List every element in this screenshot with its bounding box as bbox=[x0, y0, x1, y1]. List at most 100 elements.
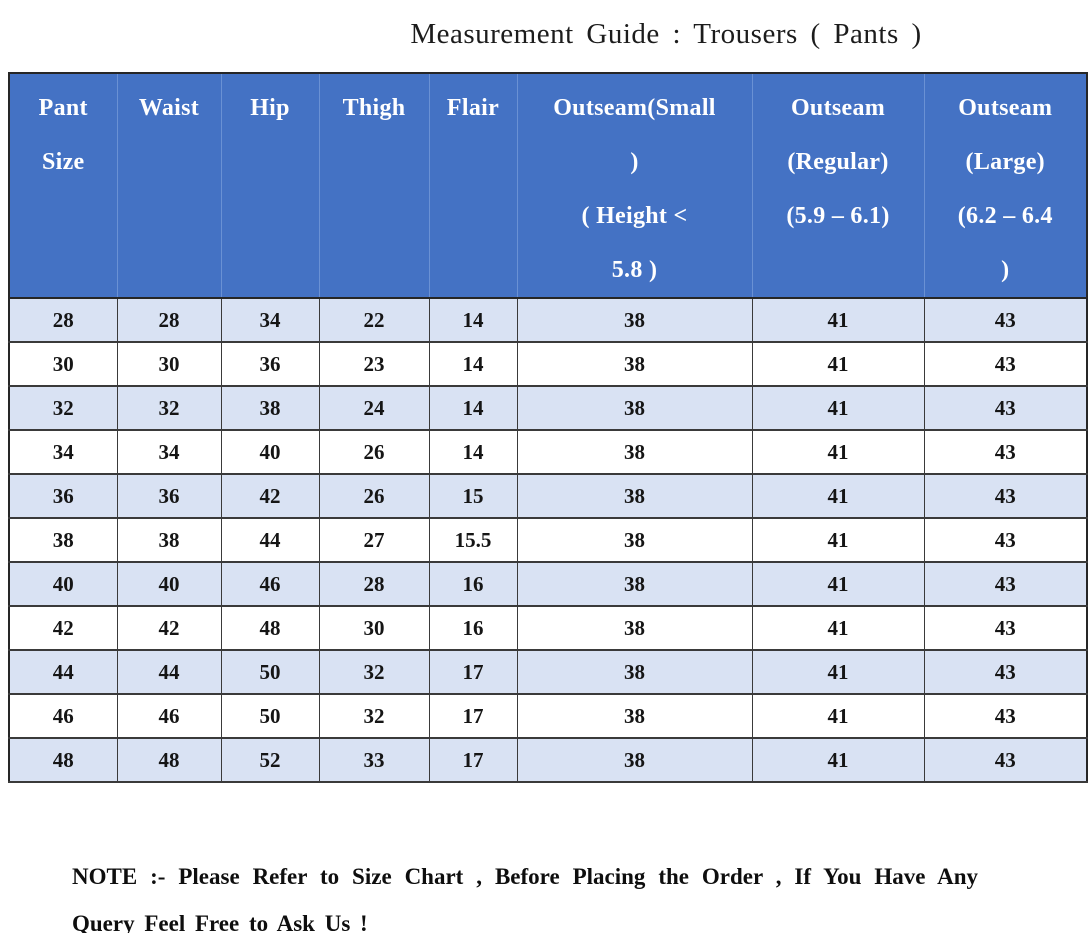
cell-outseam-large: 43 bbox=[923, 737, 1088, 783]
cell-outseam-large: 43 bbox=[923, 561, 1088, 607]
cell-pant-size: 32 bbox=[8, 385, 118, 431]
cell-waist: 30 bbox=[116, 341, 222, 387]
table-row: 46 46 50 32 17 38 41 43 bbox=[8, 693, 1088, 739]
cell-outseam-small: 38 bbox=[516, 605, 753, 651]
cell-outseam-small: 38 bbox=[516, 341, 753, 387]
cell-waist: 28 bbox=[116, 297, 222, 343]
table-row: 28 28 34 22 14 38 41 43 bbox=[8, 297, 1088, 343]
cell-thigh: 32 bbox=[318, 693, 430, 739]
cell-flair: 16 bbox=[428, 605, 518, 651]
cell-outseam-small: 38 bbox=[516, 561, 753, 607]
cell-outseam-large: 43 bbox=[923, 605, 1088, 651]
cell-pant-size: 48 bbox=[8, 737, 118, 783]
cell-waist: 32 bbox=[116, 385, 222, 431]
cell-pant-size: 44 bbox=[8, 649, 118, 695]
col-header-outseam-small: Outseam(Small ) ( Height < 5.8 ) bbox=[517, 73, 753, 299]
cell-outseam-regular: 41 bbox=[751, 649, 925, 695]
cell-outseam-regular: 41 bbox=[751, 385, 925, 431]
cell-outseam-regular: 41 bbox=[751, 341, 925, 387]
cell-thigh: 30 bbox=[318, 605, 430, 651]
cell-waist: 38 bbox=[116, 517, 222, 563]
note-text: NOTE :- Please Refer to Size Chart , Bef… bbox=[72, 864, 978, 933]
cell-thigh: 28 bbox=[318, 561, 430, 607]
col-header-thigh: Thigh bbox=[319, 73, 430, 299]
table-row: 34 34 40 26 14 38 41 43 bbox=[8, 429, 1088, 475]
cell-outseam-small: 38 bbox=[516, 385, 753, 431]
size-chart-table: Pant Size Waist Hip Thigh Flair Outseam(… bbox=[8, 72, 1088, 783]
cell-outseam-small: 38 bbox=[516, 297, 753, 343]
cell-outseam-small: 38 bbox=[516, 693, 753, 739]
cell-pant-size: 38 bbox=[8, 517, 118, 563]
cell-waist: 44 bbox=[116, 649, 222, 695]
cell-flair: 16 bbox=[428, 561, 518, 607]
cell-pant-size: 28 bbox=[8, 297, 118, 343]
cell-waist: 42 bbox=[116, 605, 222, 651]
cell-outseam-regular: 41 bbox=[751, 605, 925, 651]
cell-pant-size: 42 bbox=[8, 605, 118, 651]
table-body: 28 28 34 22 14 38 41 43 30 30 36 23 14 38 41 43 32 32 38 24… bbox=[8, 297, 1088, 783]
table-row: 32 32 38 24 14 38 41 43 bbox=[8, 385, 1088, 431]
cell-outseam-large: 43 bbox=[923, 693, 1088, 739]
cell-waist: 48 bbox=[116, 737, 222, 783]
cell-thigh: 32 bbox=[318, 649, 430, 695]
table-row: 48 48 52 33 17 38 41 43 bbox=[8, 737, 1088, 783]
cell-hip: 34 bbox=[220, 297, 320, 343]
cell-thigh: 23 bbox=[318, 341, 430, 387]
cell-waist: 46 bbox=[116, 693, 222, 739]
cell-outseam-regular: 41 bbox=[751, 561, 925, 607]
table-row: 44 44 50 32 17 38 41 43 bbox=[8, 649, 1088, 695]
table-row: 42 42 48 30 16 38 41 43 bbox=[8, 605, 1088, 651]
cell-flair: 15.5 bbox=[428, 517, 518, 563]
cell-thigh: 33 bbox=[318, 737, 430, 783]
cell-hip: 44 bbox=[220, 517, 320, 563]
cell-outseam-large: 43 bbox=[923, 341, 1088, 387]
cell-thigh: 22 bbox=[318, 297, 430, 343]
cell-outseam-large: 43 bbox=[923, 297, 1088, 343]
cell-outseam-regular: 41 bbox=[751, 429, 925, 475]
cell-thigh: 26 bbox=[318, 429, 430, 475]
cell-outseam-small: 38 bbox=[516, 473, 753, 519]
cell-outseam-regular: 41 bbox=[751, 473, 925, 519]
col-header-flair: Flair bbox=[429, 73, 518, 299]
table-row: 38 38 44 27 15.5 38 41 43 bbox=[8, 517, 1088, 563]
table-row: 36 36 42 26 15 38 41 43 bbox=[8, 473, 1088, 519]
cell-flair: 17 bbox=[428, 649, 518, 695]
col-header-outseam-regular: Outseam (Regular) (5.9 – 6.1) bbox=[752, 73, 925, 299]
cell-hip: 42 bbox=[220, 473, 320, 519]
col-header-hip: Hip bbox=[221, 73, 320, 299]
cell-outseam-large: 43 bbox=[923, 649, 1088, 695]
cell-hip: 36 bbox=[220, 341, 320, 387]
cell-hip: 50 bbox=[220, 649, 320, 695]
cell-outseam-regular: 41 bbox=[751, 737, 925, 783]
cell-outseam-large: 43 bbox=[923, 473, 1088, 519]
cell-flair: 14 bbox=[428, 297, 518, 343]
cell-thigh: 24 bbox=[318, 385, 430, 431]
cell-flair: 17 bbox=[428, 693, 518, 739]
cell-hip: 38 bbox=[220, 385, 320, 431]
cell-hip: 48 bbox=[220, 605, 320, 651]
header-row: Pant Size Waist Hip Thigh Flair Outseam(… bbox=[9, 73, 1087, 299]
cell-flair: 14 bbox=[428, 429, 518, 475]
col-header-outseam-large: Outseam (Large) (6.2 – 6.4 ) bbox=[924, 73, 1087, 299]
cell-pant-size: 30 bbox=[8, 341, 118, 387]
cell-outseam-small: 38 bbox=[516, 517, 753, 563]
cell-outseam-regular: 41 bbox=[751, 693, 925, 739]
cell-waist: 36 bbox=[116, 473, 222, 519]
cell-waist: 34 bbox=[116, 429, 222, 475]
cell-pant-size: 34 bbox=[8, 429, 118, 475]
cell-outseam-small: 38 bbox=[516, 649, 753, 695]
cell-flair: 14 bbox=[428, 341, 518, 387]
col-header-pant-size: Pant Size bbox=[9, 73, 118, 299]
cell-hip: 46 bbox=[220, 561, 320, 607]
cell-flair: 17 bbox=[428, 737, 518, 783]
cell-waist: 40 bbox=[116, 561, 222, 607]
cell-hip: 50 bbox=[220, 693, 320, 739]
cell-hip: 40 bbox=[220, 429, 320, 475]
cell-thigh: 26 bbox=[318, 473, 430, 519]
table-row: 40 40 46 28 16 38 41 43 bbox=[8, 561, 1088, 607]
cell-pant-size: 46 bbox=[8, 693, 118, 739]
col-header-waist: Waist bbox=[117, 73, 222, 299]
table-header: Pant Size Waist Hip Thigh Flair Outseam(… bbox=[9, 73, 1087, 299]
cell-thigh: 27 bbox=[318, 517, 430, 563]
